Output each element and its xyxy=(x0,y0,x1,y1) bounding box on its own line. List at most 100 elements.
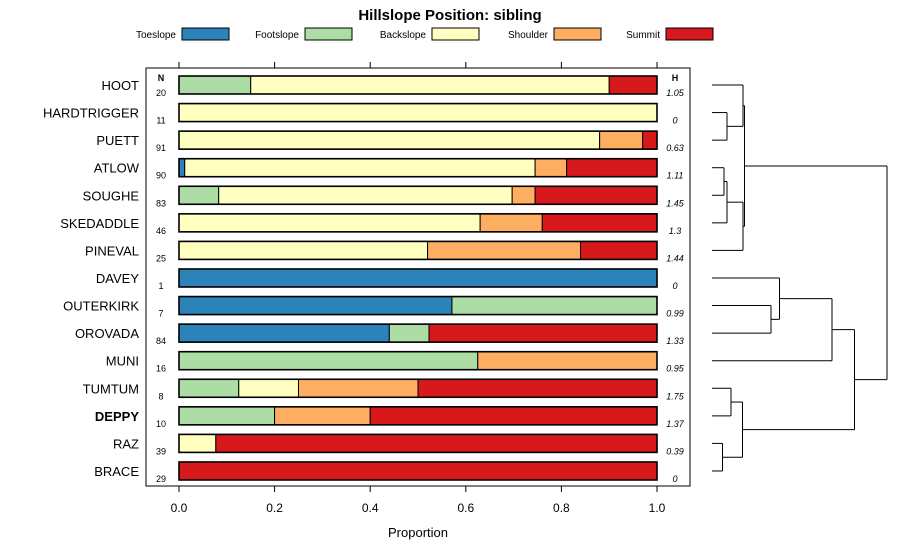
row-label: DAVEY xyxy=(96,271,139,286)
bar-row-hoot: HOOT 20 1.05 xyxy=(101,75,685,98)
row-h-value: 1.75 xyxy=(666,391,685,401)
bar-outline xyxy=(178,240,658,261)
row-h-value: 0 xyxy=(672,116,677,126)
bar-segment-backslope xyxy=(250,75,610,95)
row-n-value: 84 xyxy=(156,336,166,346)
legend-swatch-shoulder xyxy=(553,27,602,41)
bar-row-skedaddle: SKEDADDLE 46 1.3 xyxy=(60,213,681,236)
h-column-header: H xyxy=(672,73,679,83)
row-h-value: 1.45 xyxy=(666,198,685,208)
bar-segment-summit xyxy=(428,323,658,343)
bar-segment-shoulder xyxy=(298,378,419,398)
row-n-value: 29 xyxy=(156,474,166,484)
row-label: SKEDADDLE xyxy=(60,216,139,231)
x-tick-label: 0.2 xyxy=(266,501,283,515)
bar-segment-backslope xyxy=(184,158,536,178)
row-n-value: 20 xyxy=(156,88,166,98)
bar-row-orovada: OROVADA 84 1.33 xyxy=(75,323,684,346)
row-h-value: 1.05 xyxy=(666,88,685,98)
bar-segment-backslope xyxy=(238,378,299,398)
bar-row-raz: RAZ 39 0.39 xyxy=(113,433,684,456)
row-h-value: 0.63 xyxy=(666,143,684,153)
bar-segment-backslope xyxy=(178,130,601,150)
row-h-value: 0.39 xyxy=(666,446,684,456)
bar-segment-toeslope xyxy=(178,323,390,343)
row-label: BRACE xyxy=(94,464,139,479)
bar-segment-summit xyxy=(534,185,658,205)
legend-label-summit: Summit xyxy=(626,30,660,41)
row-n-value: 16 xyxy=(156,364,166,374)
row-n-value: 11 xyxy=(156,116,165,126)
row-n-value: 1 xyxy=(158,281,163,291)
bar-segment-footslope xyxy=(178,378,240,398)
bar-segment-footslope xyxy=(178,185,220,205)
row-n-value: 46 xyxy=(156,226,166,236)
bar-segment-summit xyxy=(608,75,658,95)
legend-label-toeslope: Toeslope xyxy=(136,30,176,41)
bar-outline xyxy=(178,102,658,123)
legend-swatch-footslope xyxy=(304,27,353,41)
bar-row-puett: PUETT 91 0.63 xyxy=(96,130,684,153)
bar-row-outerkirk: OUTERKIRK 7 0.99 xyxy=(63,295,684,319)
bar-segment-toeslope xyxy=(178,158,186,178)
row-label: RAZ xyxy=(113,436,139,451)
row-label: PINEVAL xyxy=(85,243,139,258)
bar-segment-summit xyxy=(417,378,658,398)
x-tick-label: 0.0 xyxy=(171,501,188,515)
row-h-value: 0 xyxy=(672,281,677,291)
bar-outline xyxy=(178,157,658,178)
bar-outline xyxy=(178,185,658,206)
bar-row-davey: DAVEY 1 0 xyxy=(96,268,678,291)
bar-segment-shoulder xyxy=(274,406,371,426)
n-column-header: N xyxy=(158,73,165,83)
legend-swatch-summit xyxy=(665,27,714,41)
row-n-value: 91 xyxy=(156,143,166,153)
bar-segment-shoulder xyxy=(479,213,543,233)
legend-label-footslope: Footslope xyxy=(255,30,299,41)
row-label: ATLOW xyxy=(94,161,140,176)
row-n-value: 10 xyxy=(156,419,166,429)
row-h-value: 0.95 xyxy=(666,364,685,374)
row-h-value: 1.11 xyxy=(667,171,684,181)
row-label: DEPPY xyxy=(95,409,139,424)
legend-swatch-backslope xyxy=(431,27,480,41)
row-label: SOUGHE xyxy=(83,188,140,203)
bar-segment-toeslope xyxy=(178,268,658,288)
row-label: HARDTRIGGER xyxy=(43,106,139,121)
bar-row-soughe: SOUGHE 83 1.45 xyxy=(83,185,685,208)
bar-segment-summit xyxy=(541,213,658,233)
bar-row-atlow: ATLOW 90 1.11 xyxy=(94,157,684,181)
bar-outline xyxy=(178,378,658,399)
bar-row-hardtrigger: HARDTRIGGER 11 0 xyxy=(43,102,678,126)
bar-row-muni: MUNI 16 0.95 xyxy=(106,350,685,374)
row-label: OUTERKIRK xyxy=(63,299,139,314)
x-tick-label: 0.8 xyxy=(553,501,570,515)
bar-segment-summit xyxy=(369,406,658,426)
bar-outline xyxy=(178,323,658,343)
bar-segment-summit xyxy=(580,240,658,260)
bar-outline xyxy=(178,433,658,454)
bar-segment-backslope xyxy=(218,185,513,205)
bar-segment-footslope xyxy=(388,323,430,343)
bar-segment-shoulder xyxy=(511,185,536,205)
bar-row-tumtum: TUMTUM 8 1.75 xyxy=(83,378,685,401)
bar-segment-summit xyxy=(566,158,658,178)
row-h-value: 1.44 xyxy=(666,253,684,263)
row-label: HOOT xyxy=(101,78,139,93)
row-h-value: 0 xyxy=(672,474,677,484)
row-n-value: 83 xyxy=(156,198,166,208)
legend: Toeslope Footslope Backslope Shoulder Summit xyxy=(136,27,714,41)
bar-segment-shoulder xyxy=(427,240,582,260)
bar-segment-footslope xyxy=(178,75,252,95)
legend-label-backslope: Backslope xyxy=(380,30,427,41)
row-label: TUMTUM xyxy=(83,381,139,396)
bar-outline xyxy=(178,295,658,316)
bar-outline xyxy=(178,406,658,426)
bar-outline xyxy=(178,350,658,371)
bar-segment-backslope xyxy=(178,240,429,260)
bar-segment-summit xyxy=(642,130,658,150)
legend-swatch-toeslope xyxy=(181,27,230,41)
bar-outline xyxy=(178,213,658,233)
